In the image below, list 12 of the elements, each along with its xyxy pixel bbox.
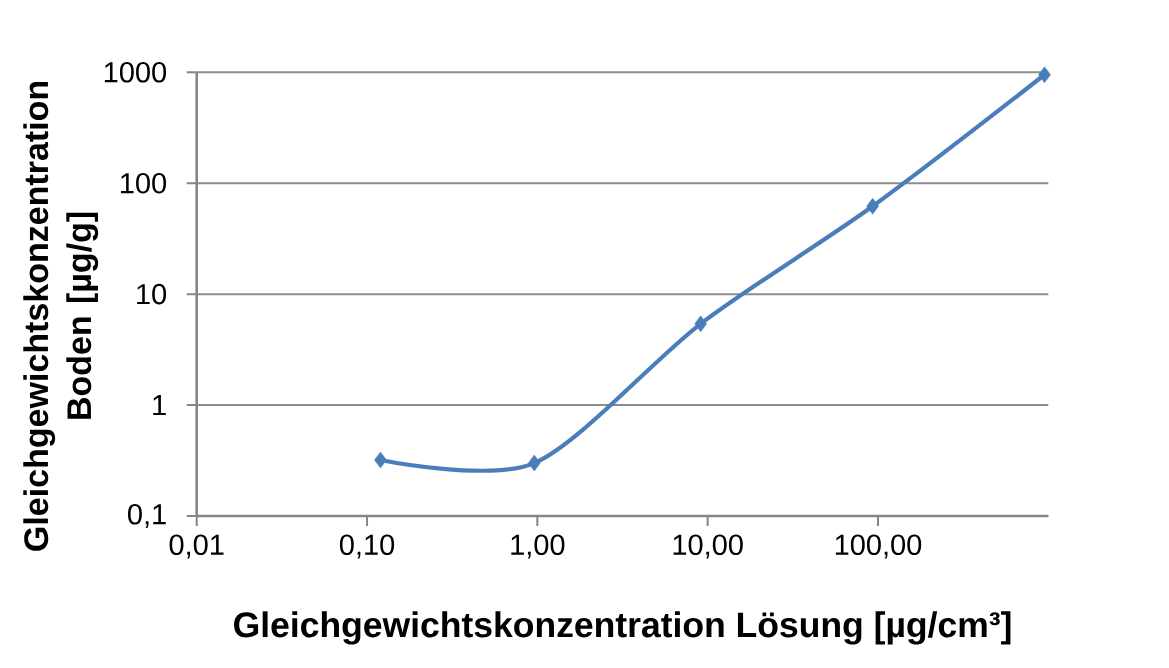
x-tick-label: 0,01 [169, 534, 224, 559]
y-tick-label: 1 [153, 395, 166, 416]
y-axis-title: Gleichgewichtskonzentration Boden [µg/g] [23, 81, 99, 551]
x-tick-label: 0,10 [339, 534, 395, 559]
y-tick-label: 100 [121, 172, 167, 194]
x-tick-label: 100,00 [835, 534, 922, 559]
y-tick-label: 1000 [104, 62, 167, 83]
y-tick-label: 10 [137, 283, 167, 305]
y-tick-label: 0,1 [128, 504, 166, 528]
x-axis-title: Gleichgewichtskonzentration Lösung [µg/cm³] [234, 611, 1011, 645]
x-tick-label: 10,00 [673, 534, 743, 559]
x-tick-label: 1,00 [511, 534, 565, 559]
